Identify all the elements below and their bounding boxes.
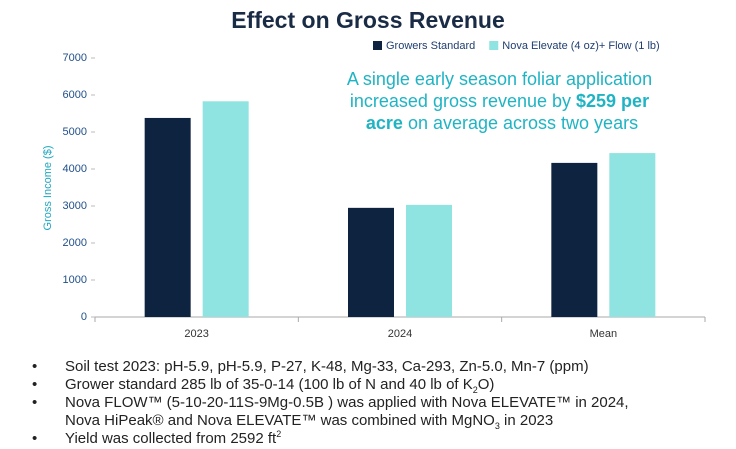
legend-label: Nova Elevate (4 oz)+ Flow (1 lb) bbox=[502, 40, 659, 52]
note-text: in 2023 bbox=[499, 412, 554, 429]
bar bbox=[551, 162, 598, 317]
annotation-line: A single early season foliar application bbox=[347, 69, 652, 89]
y-tick-label: 5000 bbox=[63, 126, 87, 138]
subscript: 2 bbox=[472, 385, 478, 395]
bar bbox=[348, 207, 394, 317]
note: Soil test 2023: pH-5.9, pH-5.9, P-27, K-… bbox=[30, 358, 730, 376]
legend-swatch bbox=[489, 41, 499, 50]
note: Yield was collected from 2592 ft2 bbox=[30, 429, 730, 449]
bar bbox=[609, 153, 656, 317]
y-tick-label: 2000 bbox=[63, 237, 87, 249]
x-tick-label: Mean bbox=[590, 328, 618, 340]
note: Nova FLOW™ (5-10-20-11S-9Mg-0.5B ) was a… bbox=[30, 394, 730, 431]
annotation: A single early season foliar application… bbox=[347, 69, 657, 133]
y-tick-label: 6000 bbox=[63, 89, 87, 101]
y-tick-label: 3000 bbox=[63, 200, 87, 212]
chart: Effect on Gross Revenue Gross Income ($)… bbox=[42, 7, 706, 340]
bar bbox=[144, 117, 191, 317]
annotation-line: increased gross revenue by bbox=[350, 91, 576, 111]
legend-label: Growers Standard bbox=[386, 40, 475, 52]
bar bbox=[202, 101, 249, 317]
legend-swatch bbox=[373, 41, 382, 50]
y-tick-label: 0 bbox=[81, 311, 87, 323]
y-tick-label: 7000 bbox=[63, 52, 87, 64]
chart-title: Effect on Gross Revenue bbox=[231, 7, 505, 33]
y-axis-label: Gross Income ($) bbox=[42, 146, 54, 231]
annotation-bold: $259 per bbox=[576, 91, 649, 111]
x-tick-label: 2023 bbox=[184, 328, 208, 340]
bar bbox=[406, 204, 452, 317]
annotation-bold: acre bbox=[366, 113, 403, 133]
subscript: 3 bbox=[494, 421, 500, 431]
note-text: Soil test 2023: pH-5.9, pH-5.9, P-27, K-… bbox=[65, 358, 589, 375]
note-text: Yield was collected from 2592 ft bbox=[65, 430, 277, 447]
annotation-line: on average across two years bbox=[403, 113, 638, 133]
superscript: 2 bbox=[276, 429, 282, 439]
y-tick-label: 4000 bbox=[63, 163, 87, 175]
y-tick-label: 1000 bbox=[63, 274, 87, 286]
note: Grower standard 285 lb of 35-0-14 (100 l… bbox=[30, 376, 730, 395]
note-text: Grower standard 285 lb of 35-0-14 (100 l… bbox=[65, 376, 473, 393]
note-text: Nova HiPeak® and Nova ELEVATE™ was combi… bbox=[65, 412, 495, 429]
note-text: O) bbox=[477, 376, 495, 393]
note-text: Nova FLOW™ (5-10-20-11S-9Mg-0.5B ) was a… bbox=[65, 394, 629, 411]
x-tick-label: 2024 bbox=[388, 328, 412, 340]
notes: Soil test 2023: pH-5.9, pH-5.9, P-27, K-… bbox=[30, 358, 730, 448]
